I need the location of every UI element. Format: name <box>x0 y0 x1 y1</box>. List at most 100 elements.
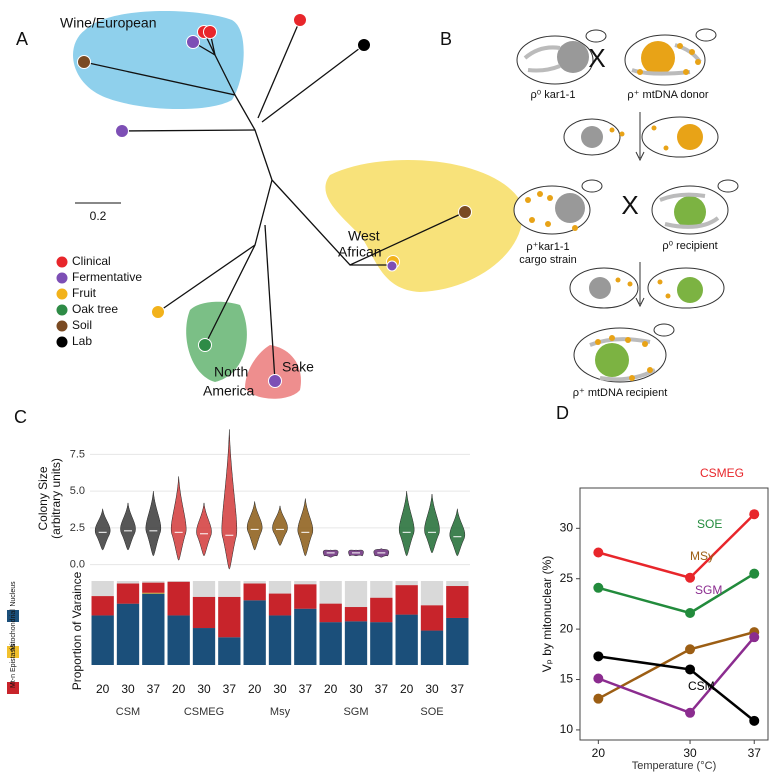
violin <box>95 508 111 551</box>
strain-label: ρ⁰ recipient <box>662 240 717 252</box>
bar-segment <box>142 593 165 665</box>
cross-symbol: X <box>588 43 605 73</box>
legend-label: Nucleus <box>10 581 17 607</box>
point <box>593 693 604 704</box>
bar-segment <box>294 584 317 609</box>
bar-segment <box>218 637 241 665</box>
y-tick-label: 10 <box>560 722 574 736</box>
point <box>749 715 760 726</box>
plot-frame <box>579 487 769 741</box>
bar-segment <box>319 603 342 623</box>
violin <box>272 505 288 546</box>
group-label: SGM <box>343 706 368 718</box>
series-label: SGM <box>695 583 722 597</box>
bar-segment <box>294 608 317 665</box>
y-axis-label: Proportion of Varaince <box>70 571 84 690</box>
y-tick-label: 20 <box>560 621 574 635</box>
y-tick-label: 0.0 <box>70 559 85 571</box>
clade-area <box>325 160 523 292</box>
x-tick-label: 37 <box>299 682 313 696</box>
legend-label: Fermentative <box>72 270 142 284</box>
legend-label: Mt-n Epistasis <box>10 644 17 688</box>
y-tick-label: 15 <box>560 672 574 686</box>
bar-segment <box>370 597 393 623</box>
x-tick-label: 37 <box>223 682 237 696</box>
x-axis-label: Temperature (°C) <box>632 760 716 772</box>
bar-segment <box>142 582 165 593</box>
violin <box>196 502 212 557</box>
legend-marker <box>55 287 69 301</box>
bar-segment <box>319 622 342 665</box>
x-tick-label: 20 <box>324 682 338 696</box>
clade-label: African <box>338 244 382 260</box>
x-tick-label: 30 <box>425 682 439 696</box>
strain-label: ρ⁺ mtDNA recipient <box>573 387 668 399</box>
legend-label: Lab <box>72 334 92 348</box>
cross-symbol: X <box>621 190 638 220</box>
clade-label: Sake <box>282 359 314 375</box>
legend-label: Clinical <box>72 254 111 268</box>
point <box>685 607 696 618</box>
bar-segment <box>395 585 418 615</box>
y-axis-label: Colony Size <box>36 466 50 530</box>
bar-segment <box>116 603 140 665</box>
series-label: SOE <box>697 517 722 531</box>
bar-segment <box>395 614 418 665</box>
legend-marker <box>55 271 69 285</box>
legend-marker <box>55 335 69 349</box>
y-axis-label: Vₚ by mitonuclear (%) <box>540 556 554 673</box>
bar-segment <box>268 615 292 665</box>
diagram <box>513 28 739 383</box>
line <box>598 513 756 580</box>
y-tick-label: 30 <box>560 520 574 534</box>
legend-swatch <box>7 682 19 694</box>
group-label: SOE <box>420 706 443 718</box>
y-tick-label: 25 <box>560 571 574 585</box>
bar-segment <box>243 583 266 601</box>
legend-swatch <box>7 610 19 622</box>
violin <box>323 549 339 558</box>
panel-label: B <box>440 29 452 49</box>
point <box>593 582 604 593</box>
legend-label: Fruit <box>72 286 97 300</box>
clade-area <box>245 345 301 399</box>
tree: 0.2 Wine/European West African North Ame… <box>60 10 523 399</box>
legend-marker <box>55 303 69 317</box>
strain-label: ρ⁰ kar1-1 <box>531 89 576 101</box>
violin <box>171 476 187 561</box>
legend-label: Oak tree <box>72 302 118 316</box>
panel-label: C <box>14 407 27 427</box>
bar-segment <box>344 621 368 665</box>
strain-label: ρ⁺ mtDNA donor <box>627 89 708 101</box>
bar-segment <box>142 592 165 594</box>
y-tick-label: 7.5 <box>70 448 85 460</box>
x-tick-label: 30 <box>273 682 287 696</box>
x-tick-label: 37 <box>147 682 161 696</box>
panel-label: D <box>556 403 569 423</box>
x-tick-label: 20 <box>172 682 186 696</box>
series-label: MSy <box>690 549 714 563</box>
violin <box>297 498 313 557</box>
violin <box>221 429 238 570</box>
bar-segment <box>91 596 114 616</box>
bar-segment <box>344 607 368 622</box>
bar-segment <box>446 617 469 665</box>
point <box>685 664 696 675</box>
legend-marker <box>55 255 69 269</box>
violin <box>247 501 263 551</box>
group-label: Msy <box>270 706 291 718</box>
point <box>685 644 696 655</box>
bar-segment <box>91 615 114 665</box>
x-tick-label: 20 <box>592 746 606 760</box>
bar-segment <box>420 630 444 665</box>
legend-label: Mitochondrial <box>10 609 17 651</box>
point <box>593 651 604 662</box>
y-tick-label: 2.5 <box>70 522 85 534</box>
x-tick-label: 20 <box>400 682 414 696</box>
bar-segment <box>268 593 292 616</box>
scale-label: 0.2 <box>90 209 107 223</box>
bar-segment <box>192 596 216 629</box>
point <box>685 707 696 718</box>
